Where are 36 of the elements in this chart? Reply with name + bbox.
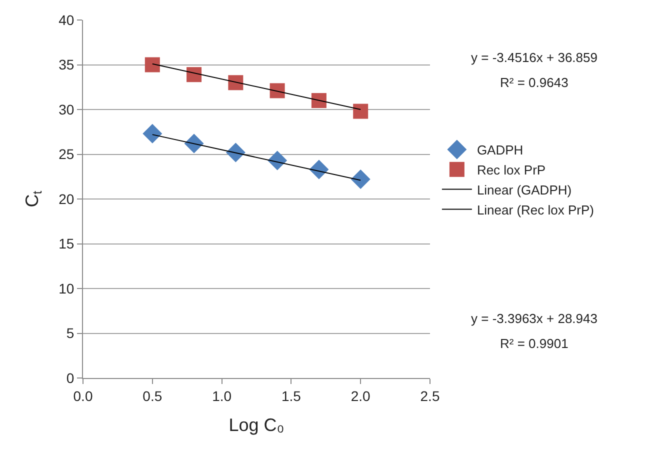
y-tick-label: 0 bbox=[66, 370, 74, 386]
point bbox=[226, 142, 246, 162]
y-tick-label: 10 bbox=[58, 280, 74, 296]
point bbox=[270, 83, 285, 98]
point bbox=[353, 104, 368, 119]
legend-label: Linear (Rec lox PrP) bbox=[476, 202, 594, 218]
legend-label: Linear (GADPH) bbox=[476, 182, 572, 198]
x-tick-label: 2.0 bbox=[350, 388, 371, 404]
x-tick-label: 2.5 bbox=[420, 388, 440, 404]
text: y = -3.3963x + 28.943 bbox=[471, 311, 598, 326]
y-tick-label: 20 bbox=[58, 190, 74, 207]
x-axis-title: Log C₀ bbox=[228, 414, 284, 435]
point bbox=[142, 124, 162, 144]
y-tick-label: 5 bbox=[66, 325, 74, 342]
point bbox=[311, 93, 326, 108]
point bbox=[184, 134, 204, 154]
point bbox=[350, 170, 370, 190]
y-tick-label: 40 bbox=[58, 12, 74, 28]
text: R² = 0.9901 bbox=[500, 336, 568, 351]
point bbox=[268, 150, 288, 170]
point bbox=[309, 160, 329, 180]
y-tick-label: 15 bbox=[58, 236, 74, 252]
y-tick-label: 30 bbox=[58, 101, 74, 118]
x-tick-label: 1.0 bbox=[212, 388, 232, 404]
point bbox=[186, 67, 202, 82]
y-tick-label: 25 bbox=[58, 146, 74, 162]
x-tick-label: 0.0 bbox=[73, 388, 93, 404]
legend-label: Rec lox PrP bbox=[476, 162, 546, 178]
x-tick-label: 1.5 bbox=[281, 388, 302, 404]
y-tick-label: 35 bbox=[58, 56, 74, 73]
point bbox=[228, 75, 244, 90]
legend-label: GADPH bbox=[476, 142, 524, 158]
text: y = -3.4516x + 36.859 bbox=[471, 50, 598, 65]
x-tick-label: 0.5 bbox=[142, 388, 162, 404]
text: R² = 0.9643 bbox=[500, 75, 568, 90]
point bbox=[144, 57, 160, 72]
